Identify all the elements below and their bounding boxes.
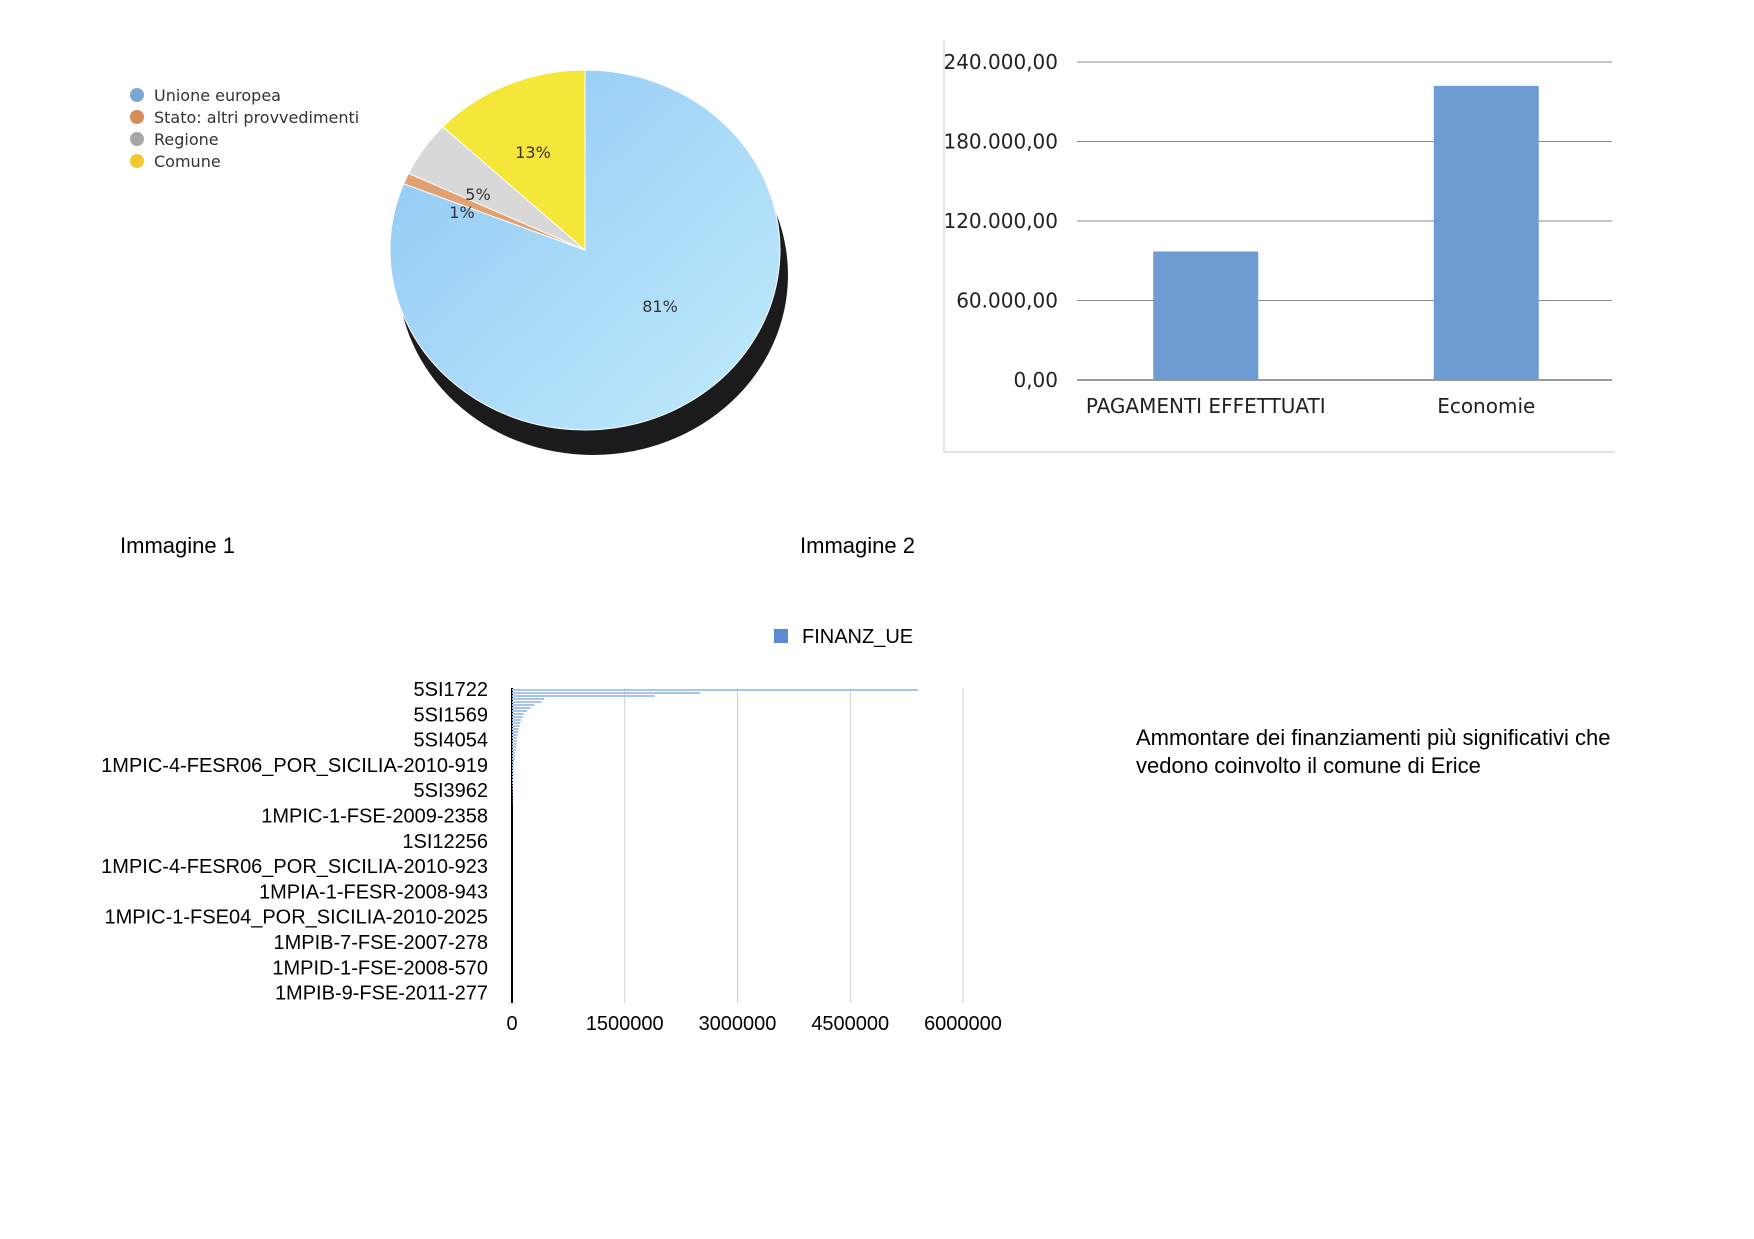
y-tick-label: 1MPID-1-FSE-2008-570 [272, 957, 488, 979]
description-line-2: vedono coinvolto il comune di Erice [1136, 753, 1481, 778]
y-tick-label: 1SI12256 [402, 831, 488, 853]
bar [512, 689, 918, 691]
legend-label-stato-altri-provvedimenti: Stato: altri provvedimenti [154, 108, 359, 127]
legend-marker-regione [130, 132, 144, 146]
x-tick-label: 1500000 [586, 1013, 664, 1035]
bar [512, 728, 519, 730]
bar [512, 707, 531, 709]
legend-label-finanz-ue: FINANZ_UE [802, 626, 913, 648]
y-tick-label: 5SI1722 [413, 679, 488, 701]
bar [512, 725, 520, 727]
caption-image-2: Immagine 2 [800, 533, 915, 558]
pie-slice-comune [442, 69, 586, 252]
bar [512, 740, 517, 742]
bar-economie [1433, 85, 1539, 380]
pie-data-label: 5% [465, 185, 490, 204]
y-tick-label: 5SI3962 [413, 780, 488, 802]
bar [512, 746, 517, 748]
bar [512, 719, 522, 721]
legend-marker-finanz-ue [774, 629, 788, 643]
y-tick-label: 0,00 [1013, 368, 1058, 392]
y-tick-label: 5SI1569 [413, 704, 488, 726]
y-tick-label: 5SI4054 [413, 730, 488, 752]
x-tick-label: PAGAMENTI EFFETTUATI [1086, 394, 1326, 418]
bar [512, 710, 528, 712]
x-tick-label: 6000000 [924, 1013, 1002, 1035]
bar [512, 698, 545, 700]
y-tick-label: 240.000,00 [943, 50, 1058, 74]
bar [512, 764, 515, 766]
bar [512, 770, 514, 772]
bar [512, 704, 535, 706]
y-tick-label: 1MPIC-1-FSE04_POR_SICILIA-2010-2025 [104, 907, 488, 929]
y-tick-label: 1MPIC-4-FESR06_POR_SICILIA-2010-923 [101, 856, 488, 878]
bar [512, 701, 542, 703]
y-tick-label: 180.000,00 [943, 130, 1058, 154]
bar [512, 782, 513, 784]
bar [512, 713, 525, 715]
bar [512, 761, 515, 763]
pie-data-label: 81% [642, 297, 678, 316]
bar [512, 776, 514, 778]
y-tick-label: 1MPIB-9-FSE-2011-277 [275, 983, 488, 1005]
bar [512, 692, 700, 694]
bar [512, 716, 523, 718]
bar [512, 773, 514, 775]
bar [512, 767, 514, 769]
legend-marker-stato-altri-provvedimenti [130, 110, 144, 124]
bar [512, 752, 516, 754]
y-tick-label: 60.000,00 [956, 289, 1058, 313]
pie-data-label: 1% [449, 203, 474, 222]
y-tick-label: 120.000,00 [943, 209, 1058, 233]
bar [512, 755, 516, 757]
bar [512, 734, 518, 736]
description-line-1: Ammontare dei finanziamenti più signific… [1136, 725, 1611, 750]
x-tick-label: 3000000 [699, 1013, 777, 1035]
legend-marker-comune [130, 154, 144, 168]
bar [512, 785, 513, 787]
legend-label-comune: Comune [154, 152, 221, 171]
y-tick-label: 1MPIA-1-FESR-2008-943 [259, 881, 488, 903]
caption-image-1: Immagine 1 [120, 533, 235, 558]
bar [512, 737, 518, 739]
legend-marker-unione-europea [130, 88, 144, 102]
legend-label-regione: Regione [154, 130, 219, 149]
y-tick-label: 1MPIC-1-FSE-2009-2358 [261, 806, 488, 828]
bar [512, 731, 519, 733]
x-tick-label: Economie [1437, 394, 1535, 418]
x-tick-label: 4500000 [811, 1013, 889, 1035]
bar [512, 758, 515, 760]
x-tick-label: 0 [506, 1013, 517, 1035]
bar [512, 695, 655, 697]
y-tick-label: 1MPIC-4-FESR06_POR_SICILIA-2010-919 [101, 755, 488, 777]
bar [512, 788, 513, 790]
legend-label-unione-europea: Unione europea [154, 86, 281, 105]
description-text: Ammontare dei finanziamenti più signific… [1136, 724, 1656, 780]
bar [512, 779, 514, 781]
bar-pagamenti-effettuati [1153, 251, 1259, 380]
bar [512, 749, 516, 751]
bar [512, 722, 521, 724]
y-tick-label: 1MPIB-7-FSE-2007-278 [273, 932, 488, 954]
bar [512, 743, 517, 745]
pie-data-label: 13% [515, 143, 551, 162]
